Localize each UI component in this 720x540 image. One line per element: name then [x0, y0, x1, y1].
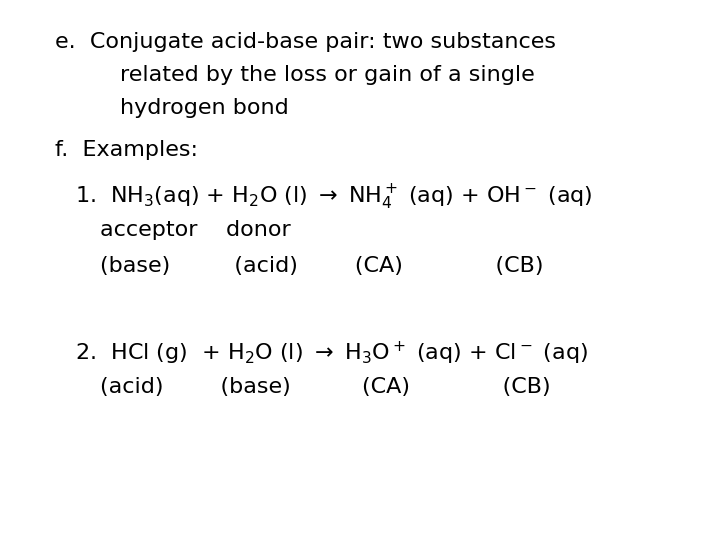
Text: (acid)        (base)          (CA)             (CB): (acid) (base) (CA) (CB)	[100, 377, 551, 397]
Text: 2.  HCl (g)  + H$_2$O (l) $\rightarrow$ H$_3$O$^+$ (aq) + Cl$^-$ (aq): 2. HCl (g) + H$_2$O (l) $\rightarrow$ H$…	[75, 340, 588, 367]
Text: 1.  NH$_3$(aq) + H$_2$O (l) $\rightarrow$ NH$_4^+$ (aq) + OH$^-$ (aq): 1. NH$_3$(aq) + H$_2$O (l) $\rightarrow$…	[75, 183, 593, 212]
Text: (base)         (acid)        (CA)             (CB): (base) (acid) (CA) (CB)	[100, 256, 544, 276]
Text: e.  Conjugate acid-base pair: two substances: e. Conjugate acid-base pair: two substan…	[55, 32, 556, 52]
Text: f.  Examples:: f. Examples:	[55, 140, 198, 160]
Text: related by the loss or gain of a single: related by the loss or gain of a single	[120, 65, 535, 85]
Text: acceptor    donor: acceptor donor	[100, 220, 291, 240]
Text: hydrogen bond: hydrogen bond	[120, 98, 289, 118]
